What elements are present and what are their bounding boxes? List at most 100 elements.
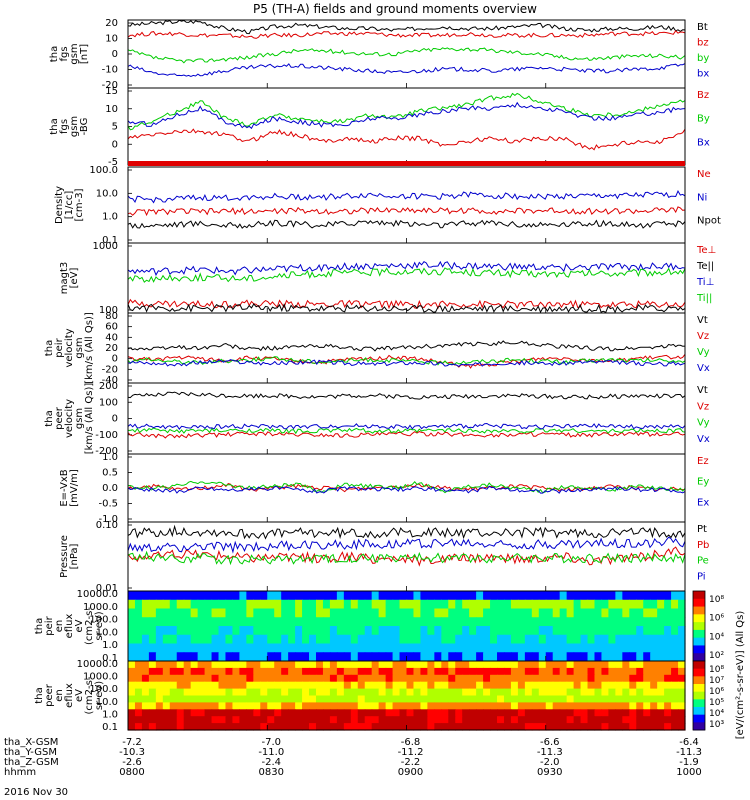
- heatmap-cell: [371, 652, 380, 662]
- heatmap-cell: [552, 702, 561, 710]
- heatmap-cell: [288, 652, 296, 662]
- series-line-Ne: [127, 206, 686, 217]
- heatmap-cell: [148, 599, 157, 610]
- heatmap-cell: [343, 661, 352, 669]
- heatmap-cell: [413, 652, 422, 662]
- heatmap-cell: [587, 681, 596, 690]
- heatmap-cell: [678, 709, 686, 717]
- heatmap-cell: [309, 617, 317, 627]
- colorbar-frame: [692, 660, 706, 731]
- heatmap-cell: [204, 716, 213, 724]
- heatmap-cell: [169, 716, 178, 724]
- colorbar-band: [693, 676, 705, 685]
- heatmap-cell: [497, 599, 505, 610]
- heatmap-cell: [204, 667, 213, 676]
- heatmap-cell: [476, 661, 484, 669]
- heatmap-cell: [490, 716, 498, 724]
- ylabel-line: tha: [44, 340, 55, 356]
- heatmap-cell: [643, 608, 651, 618]
- heatmap-cell: [148, 674, 157, 683]
- legend-label: by: [697, 53, 709, 64]
- heatmap-cell: [232, 695, 240, 703]
- heatmap-cell: [364, 723, 373, 731]
- heatmap-cell: [462, 716, 470, 724]
- heatmap-cell: [448, 688, 456, 697]
- heatmap-cell: [483, 652, 491, 662]
- heatmap-cell: [657, 709, 665, 717]
- legend-label: Pe: [697, 556, 709, 567]
- heatmap-cell: [169, 617, 178, 627]
- heatmap-cell: [455, 652, 463, 662]
- heatmap-cell: [643, 617, 651, 627]
- heatmap-cell: [587, 617, 596, 627]
- heatmap-cell: [225, 688, 234, 697]
- heatmap-cell: [274, 702, 282, 710]
- x-tick-value: -11.2: [398, 747, 424, 758]
- heatmap-cell: [302, 716, 310, 724]
- heatmap-cell: [309, 702, 317, 710]
- heatmap-cell: [650, 723, 658, 731]
- colorbar-tick-label: 10⁴: [709, 632, 724, 642]
- heatmap-cell: [211, 643, 220, 653]
- heatmap-cell: [176, 716, 185, 724]
- heatmap-cell: [197, 716, 206, 724]
- series-line-Ex: [127, 485, 686, 494]
- heatmap-cell: [322, 634, 331, 645]
- heatmap-cell: [594, 688, 603, 697]
- heatmap-cell: [281, 716, 289, 724]
- heatmap-cell: [503, 599, 512, 610]
- heatmap-cell: [176, 667, 185, 676]
- panel-ylabel: E=-VxB[mV/m]: [59, 469, 80, 507]
- panel-ylabel: Pressure[nPa]: [59, 535, 80, 578]
- heatmap-cell: [309, 599, 317, 610]
- heatmap-cell: [232, 681, 240, 690]
- heatmap-cell: [155, 716, 164, 724]
- heatmap-cell: [490, 695, 498, 703]
- heatmap-cell: [141, 626, 150, 636]
- heatmap-cell: [636, 634, 644, 645]
- heatmap-cell: [329, 617, 338, 627]
- heatmap-cell: [295, 634, 303, 645]
- heatmap-cell: [190, 608, 199, 618]
- heatmap-cell: [288, 716, 296, 724]
- colorbar-band: [693, 645, 705, 654]
- heatmap-cell: [490, 661, 498, 669]
- heatmap-cell: [246, 591, 254, 601]
- heatmap-cell: [232, 667, 240, 676]
- heatmap-cell: [197, 634, 206, 645]
- heatmap-cell: [322, 599, 331, 610]
- heatmap-cell: [643, 591, 651, 601]
- heatmap-cell: [197, 674, 206, 683]
- heatmap-cell: [183, 716, 192, 724]
- heatmap-cell: [183, 652, 192, 662]
- heatmap-cell: [392, 617, 401, 627]
- heatmap-cell: [385, 667, 394, 676]
- heatmap-cell: [357, 626, 366, 636]
- heatmap-cell: [148, 709, 157, 717]
- series-line-By: [127, 92, 686, 131]
- heatmap-cell: [336, 681, 345, 690]
- heatmap-cell: [315, 688, 324, 697]
- heatmap-cell: [406, 626, 415, 636]
- heatmap-cell: [490, 634, 498, 645]
- heatmap-cell: [490, 608, 498, 618]
- heatmap-cell: [657, 599, 665, 610]
- panel-frame: [127, 382, 686, 455]
- heatmap-cell: [281, 681, 289, 690]
- heatmap-cell: [420, 591, 428, 601]
- heatmap-cell: [517, 709, 526, 717]
- heatmap-cell: [650, 599, 658, 610]
- y-tick-label: 40: [105, 332, 118, 343]
- heatmap-cell: [545, 591, 554, 601]
- colorbar-band: [693, 699, 705, 708]
- heatmap-cell: [587, 674, 596, 683]
- heatmap-cell: [343, 674, 352, 683]
- heatmap-cell: [601, 723, 610, 731]
- ylabel-line: eflux: [64, 683, 75, 708]
- heatmap-cell: [503, 688, 512, 697]
- legend-label: Pi: [697, 571, 706, 582]
- heatmap-cell: [134, 661, 143, 669]
- heatmap-cell: [427, 652, 435, 662]
